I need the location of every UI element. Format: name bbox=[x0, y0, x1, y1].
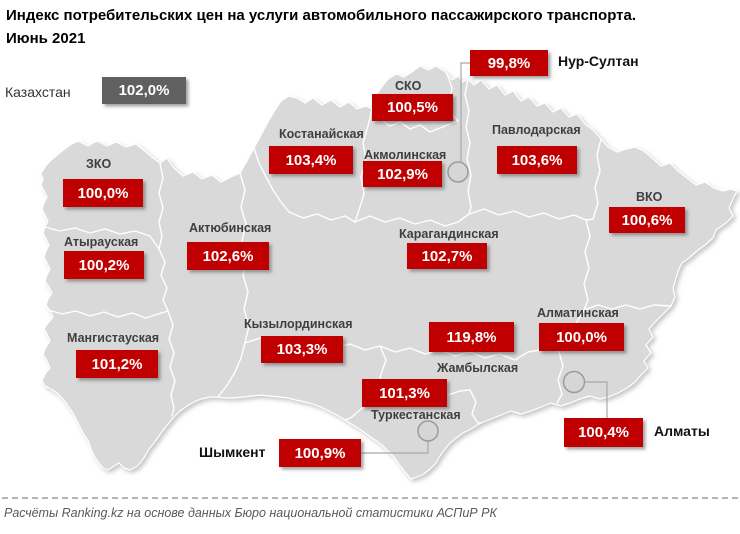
city-value-box-nur-sultan: 99,8% bbox=[470, 50, 548, 76]
city-label-shymkent: Шымкент bbox=[199, 444, 266, 460]
region-value-box-kostanay: 103,4% bbox=[269, 146, 353, 174]
city-value-box-shymkent: 100,9% bbox=[279, 439, 361, 467]
callout-lines bbox=[361, 62, 608, 454]
region-label-zko: ЗКО bbox=[86, 157, 112, 171]
region-value-box-turkestan: 101,3% bbox=[362, 379, 447, 407]
national-value-box: 102,0% bbox=[102, 77, 186, 104]
national-label: Казахстан bbox=[5, 84, 71, 100]
footer-divider bbox=[2, 497, 738, 499]
region-label-akmola: Акмолинская bbox=[364, 148, 447, 162]
city-label-nur-sultan: Нур-Султан bbox=[558, 53, 639, 69]
nur-sultan-callout-line bbox=[460, 62, 470, 162]
nur-sultan-city-marker-icon bbox=[447, 161, 469, 183]
city-label-almaty: Алматы bbox=[654, 423, 710, 439]
region-label-turkestan: Туркестанская bbox=[371, 408, 461, 422]
region-value-box-zhambyl: 119,8% bbox=[429, 322, 514, 352]
region-label-zhambyl: Жамбылская bbox=[437, 361, 519, 375]
region-label-atyrau: Атырауская bbox=[64, 235, 139, 249]
region-label-kyzylorda: Кызылординская bbox=[244, 317, 353, 331]
chart-title: Индекс потребительских цен на услуги авт… bbox=[6, 5, 732, 50]
region-value-box-aktobe: 102,6% bbox=[187, 242, 269, 270]
chart-title-line2: Июнь 2021 bbox=[6, 29, 86, 47]
region-label-mangystau: Мангистауская bbox=[67, 331, 160, 345]
region-value-box-almaty-region: 100,0% bbox=[539, 323, 624, 351]
region-label-karaganda: Карагандинская bbox=[399, 227, 499, 241]
city-markers bbox=[417, 161, 586, 442]
almaty-callout-line bbox=[584, 381, 608, 418]
region-value-box-karaganda: 102,7% bbox=[407, 243, 487, 269]
region-value-box-mangystau: 101,2% bbox=[76, 350, 158, 378]
region-value-box-zko: 100,0% bbox=[63, 179, 143, 207]
region-label-almaty-region: Алматинская bbox=[537, 306, 619, 320]
region-label-vko: ВКО bbox=[636, 190, 663, 204]
region-label-sko: СКО bbox=[395, 79, 422, 93]
region-value-box-atyrau: 100,2% bbox=[64, 251, 144, 279]
chart-title-line1: Индекс потребительских цен на услуги авт… bbox=[6, 7, 637, 24]
region-label-aktobe: Актюбинская bbox=[189, 221, 272, 235]
source-note: Расчёты Ranking.kz на основе данных Бюро… bbox=[4, 506, 497, 520]
region-label-kostanay: Костанайская bbox=[279, 127, 364, 141]
region-value-box-pavlodar: 103,6% bbox=[497, 146, 577, 174]
region-value-box-vko: 100,6% bbox=[609, 207, 685, 233]
shymkent-city-marker-icon bbox=[417, 420, 439, 442]
region-value-box-sko: 100,5% bbox=[372, 94, 453, 121]
region-label-pavlodar: Павлодарская bbox=[492, 123, 581, 137]
city-value-box-almaty: 100,4% bbox=[564, 418, 643, 447]
shymkent-callout-line bbox=[361, 441, 429, 454]
almaty-city-marker-icon bbox=[562, 370, 586, 394]
region-value-box-kyzylorda: 103,3% bbox=[261, 336, 343, 363]
region-value-box-akmola: 102,9% bbox=[363, 161, 442, 187]
